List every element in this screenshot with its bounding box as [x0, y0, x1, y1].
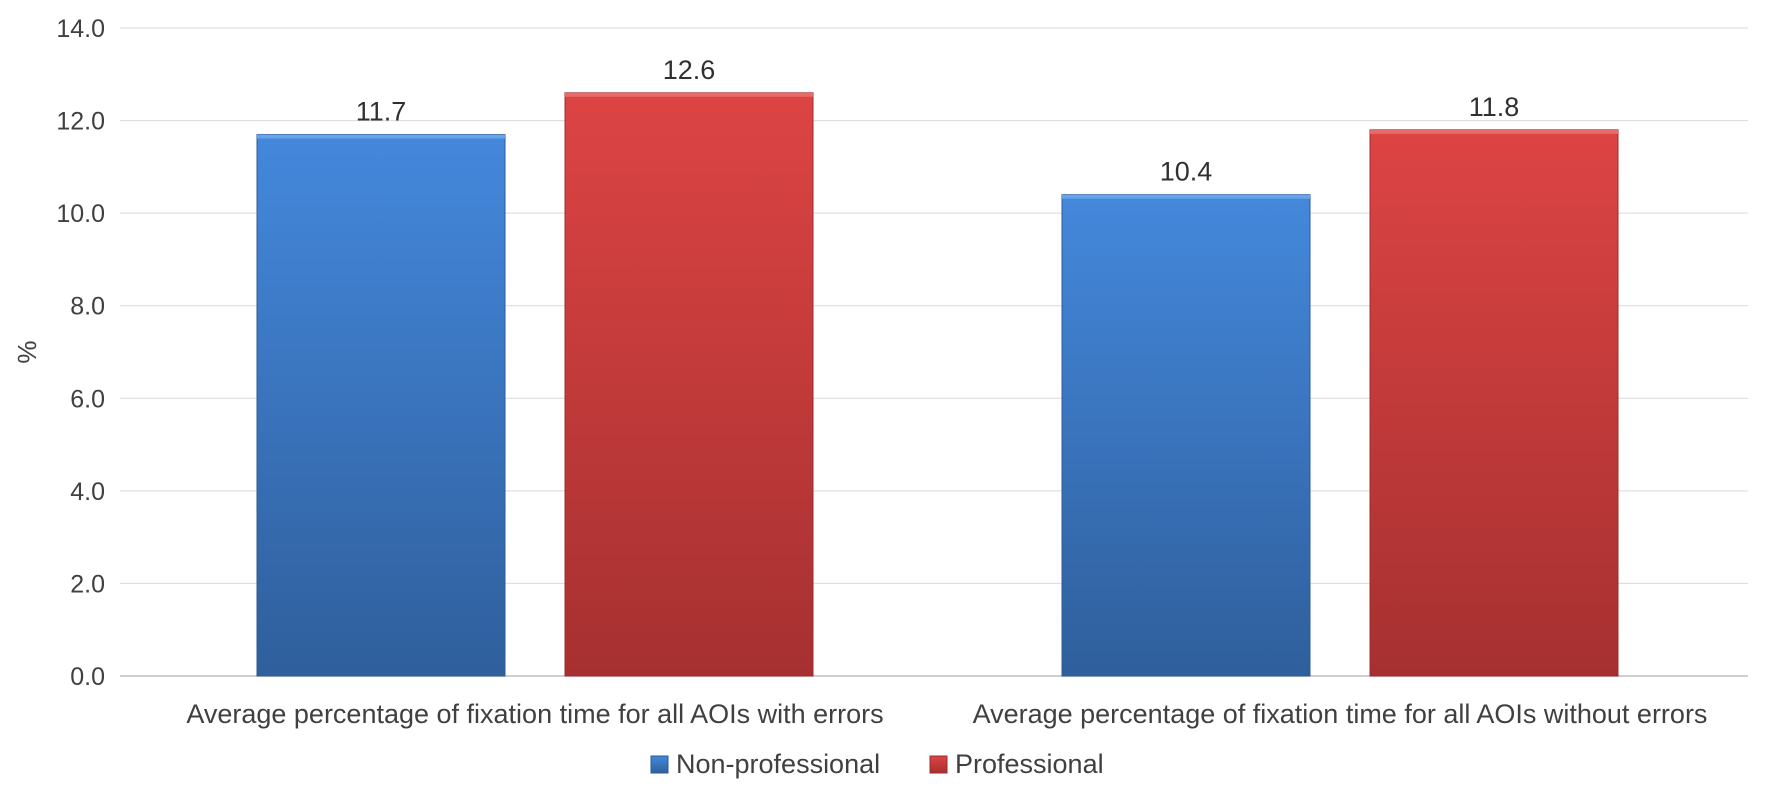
bars	[256, 92, 1619, 677]
x-category-label: Average percentage of fixation time for …	[186, 699, 883, 729]
legend: Non-professional Professional	[650, 749, 1104, 779]
bar-non-professional-2	[1061, 194, 1311, 677]
y-tick-label: 10.0	[56, 200, 105, 228]
legend-swatch	[929, 755, 948, 774]
data-label: 10.4	[1160, 157, 1213, 187]
bar-professional-2	[1369, 129, 1619, 677]
bar-highlight	[257, 134, 505, 139]
y-axis-label: %	[12, 340, 42, 363]
y-tick-label: 12.0	[56, 108, 105, 136]
y-tick-label: 14.0	[56, 15, 105, 43]
x-axis-categories: Average percentage of fixation time for …	[186, 699, 1707, 729]
legend-label: Professional	[955, 749, 1104, 779]
y-tick-label: 8.0	[70, 293, 105, 321]
bar-highlight	[1062, 194, 1310, 199]
data-label: 11.7	[356, 96, 407, 126]
bar-highlight	[565, 92, 813, 97]
y-tick-label: 0.0	[70, 663, 105, 691]
y-tick-label: 6.0	[70, 385, 105, 413]
data-label: 11.8	[1469, 92, 1520, 122]
x-category-label: Average percentage of fixation time for …	[973, 699, 1708, 729]
data-labels: 11.7 12.6 10.4 11.8	[356, 55, 1520, 187]
legend-label: Non-professional	[676, 749, 880, 779]
bar-non-professional-1	[256, 133, 506, 677]
bar-highlight	[1370, 129, 1618, 134]
y-tick-label: 4.0	[70, 478, 105, 506]
legend-swatch	[650, 755, 669, 774]
y-tick-label: 2.0	[70, 570, 105, 598]
y-axis-ticks: 0.0 2.0 4.0 6.0 8.0 10.0 12.0 14.0	[56, 15, 105, 691]
data-label: 12.6	[663, 55, 716, 85]
bar-professional-1	[564, 92, 814, 677]
